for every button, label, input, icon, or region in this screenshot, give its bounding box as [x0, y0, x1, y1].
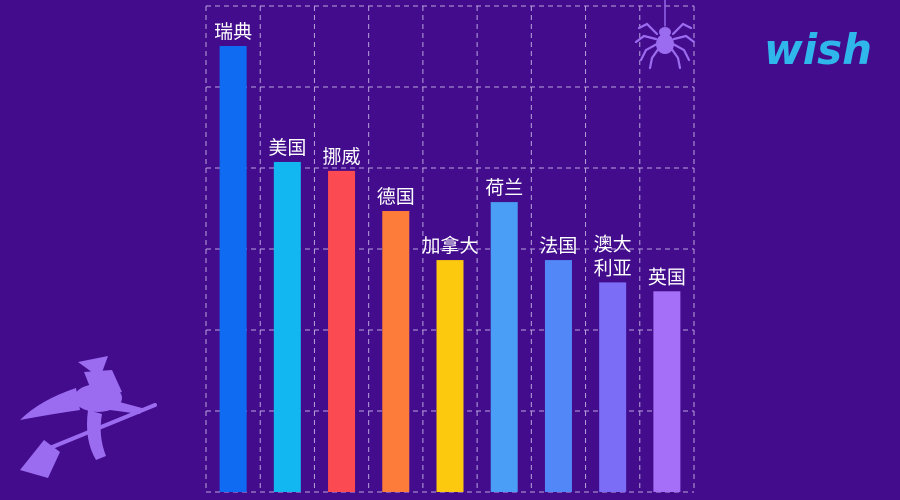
category-label: 挪威	[323, 146, 361, 168]
spider-icon	[634, 0, 696, 70]
category-label: 法国	[539, 235, 577, 257]
category-label: 荷兰	[485, 177, 523, 199]
category-label: 利亚	[594, 257, 632, 279]
bar	[219, 46, 247, 492]
category-label: 加拿大	[421, 234, 478, 257]
witch-on-broom-icon	[20, 356, 157, 478]
bar	[490, 202, 518, 492]
category-label: 德国	[377, 186, 415, 208]
bar-series	[219, 46, 681, 492]
bar	[544, 260, 572, 492]
bar	[382, 211, 410, 492]
category-label: 瑞典	[214, 21, 252, 43]
category-label: 美国	[268, 137, 306, 159]
wish-logo: wish	[764, 25, 872, 74]
bar	[653, 291, 681, 492]
category-label: 澳大	[594, 233, 632, 255]
bar	[436, 260, 464, 492]
category-label: 英国	[648, 266, 686, 288]
bar	[328, 170, 356, 492]
bar	[273, 161, 301, 492]
bar	[599, 282, 627, 492]
